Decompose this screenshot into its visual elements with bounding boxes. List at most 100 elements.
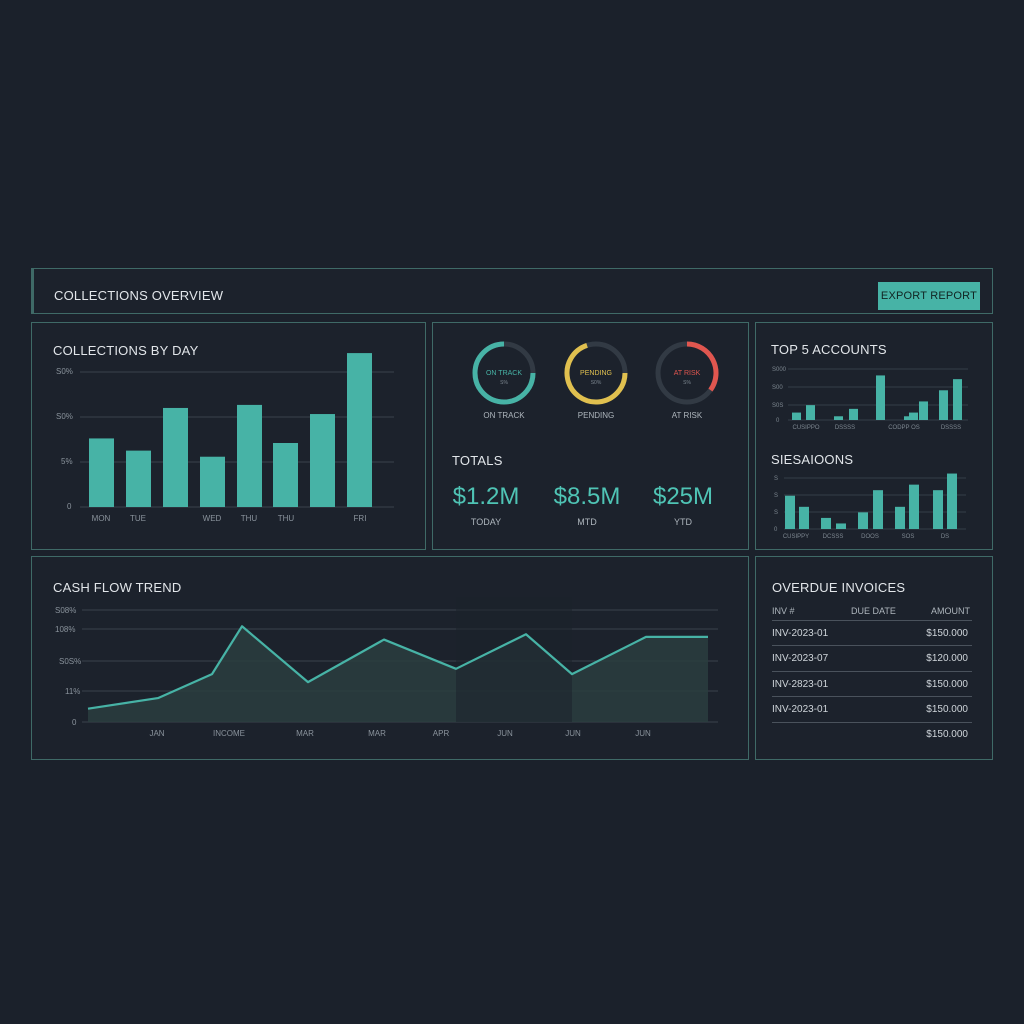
x-label: APR (433, 729, 450, 738)
top-accounts-panel: TOP 5 ACCOUNTS SIESAIOONS S000 S00 S0S 0… (755, 322, 993, 550)
overdue-invoices-title: OVERDUE INVOICES (772, 580, 906, 595)
bar[interactable] (939, 390, 948, 420)
x-label: DOOS (861, 534, 879, 540)
bar[interactable] (953, 379, 962, 420)
bar[interactable] (876, 375, 885, 420)
bar[interactable] (909, 412, 918, 420)
page-title: COLLECTIONS OVERVIEW (54, 288, 224, 303)
y-tick: 11% (65, 687, 80, 696)
total-today-value: $1.2M (452, 483, 520, 510)
bar[interactable] (792, 412, 801, 420)
invoice-amount: $150.000 (926, 704, 968, 715)
collections-by-day-title: COLLECTIONS BY DAY (53, 343, 199, 358)
collections-by-day-chart: S0% S0% 5% 0 MON TUE WED THU THU FRI (56, 353, 394, 523)
gauge-label-on-track: ON TRACK (483, 411, 525, 420)
x-label: JUN (565, 729, 581, 738)
x-label: SOS (902, 534, 915, 540)
x-label: JUN (497, 729, 513, 738)
x-label: CUSIPPO (792, 425, 819, 431)
x-label: MAR (368, 729, 386, 738)
x-label: DSSSS (941, 425, 961, 431)
gauge-arc (686, 341, 719, 392)
bar[interactable] (909, 484, 919, 529)
x-label: FRI (354, 514, 367, 523)
bar[interactable] (163, 407, 188, 507)
bar[interactable] (836, 523, 846, 529)
bar[interactable] (799, 506, 809, 529)
top-accounts-title: TOP 5 ACCOUNTS (771, 342, 887, 357)
gauge-inner-sub: S0% (591, 380, 602, 386)
segments-title: SIESAIOONS (771, 452, 854, 467)
y-tick: 0 (67, 502, 72, 511)
x-label: THU (278, 514, 295, 523)
gauge-inner-sub: S% (500, 380, 508, 386)
gauge-label-at-risk: AT RISK (671, 411, 703, 420)
export-report-button[interactable]: EXPORT REPORT (878, 282, 980, 310)
x-label: THU (241, 514, 258, 523)
bar[interactable] (126, 450, 151, 507)
cash-flow-panel: CASH FLOW TREND S08% 108% S0S% 11% 0 JAN… (31, 556, 749, 760)
status-totals-panel: ON TRACK S% PENDING S0% AT RISK S% ON TR… (432, 322, 749, 550)
x-label: DS (941, 534, 949, 540)
invoice-amount: $120.000 (926, 653, 968, 664)
y-tick: S000 (772, 367, 787, 373)
invoice-number: INV-2823-01 (772, 679, 829, 690)
collections-by-day-panel: COLLECTIONS BY DAY S0% S0% 5% 0 MON TUE … (31, 322, 426, 550)
bar[interactable] (310, 414, 335, 507)
bar[interactable] (858, 512, 868, 529)
gauge-inner-sub: S% (683, 380, 691, 386)
y-tick: 0 (774, 527, 778, 533)
x-label: TUE (130, 514, 146, 523)
divider (772, 671, 972, 672)
col-header-inv: INV # (772, 606, 795, 616)
header-bar: COLLECTIONS OVERVIEW EXPORT REPORT (31, 268, 993, 314)
bar[interactable] (347, 353, 372, 507)
invoice-amount: $150.000 (926, 729, 968, 740)
bar[interactable] (904, 416, 913, 420)
x-label: DCSSS (823, 534, 844, 540)
y-tick: S (774, 476, 778, 482)
bar[interactable] (947, 473, 957, 529)
x-label: MAR (296, 729, 314, 738)
bar[interactable] (873, 490, 883, 529)
bar[interactable] (237, 404, 262, 507)
bar[interactable] (821, 517, 831, 529)
bar[interactable] (200, 456, 225, 507)
bar[interactable] (273, 443, 298, 507)
divider (772, 645, 972, 646)
gauge-inner-label: PENDING (580, 370, 612, 377)
y-tick: S0S (772, 403, 783, 409)
bar[interactable] (785, 495, 795, 529)
trend-line[interactable] (87, 625, 708, 710)
bar[interactable] (933, 490, 943, 529)
invoice-number: INV-2023-07 (772, 653, 829, 664)
bar[interactable] (919, 401, 928, 420)
bar[interactable] (834, 416, 843, 420)
x-label: JUN (635, 729, 651, 738)
divider (772, 620, 972, 621)
bar[interactable] (895, 506, 905, 529)
total-ytd-value: $25M (652, 483, 714, 510)
invoice-amount: $150.000 (926, 628, 968, 639)
top-accounts-charts: S000 S00 S0S 0 CUSIPPO DSSSS CODPP OS DS… (772, 367, 968, 540)
total-mtd-value: $8.5M (553, 483, 621, 510)
x-label: CUSIPPY (783, 534, 809, 540)
cash-flow-title: CASH FLOW TREND (53, 580, 182, 595)
total-ytd-label: YTD (674, 517, 692, 527)
x-label: WED (203, 514, 222, 523)
y-tick: S08% (55, 606, 76, 615)
invoice-number: INV-2023-01 (772, 704, 829, 715)
x-label: MON (92, 514, 111, 523)
y-tick: S0S% (59, 657, 81, 666)
y-tick: S0% (56, 367, 73, 376)
invoice-number: INV-2023-01 (772, 628, 829, 639)
area-fill (88, 626, 708, 722)
y-tick: 0 (72, 718, 77, 727)
totals-title: TOTALS (452, 453, 503, 468)
bar[interactable] (89, 438, 114, 507)
bar[interactable] (806, 405, 815, 420)
x-label: CODPP OS (888, 425, 920, 431)
x-label: INCOME (213, 729, 245, 738)
bar[interactable] (849, 408, 858, 420)
y-tick: S0% (56, 412, 73, 421)
